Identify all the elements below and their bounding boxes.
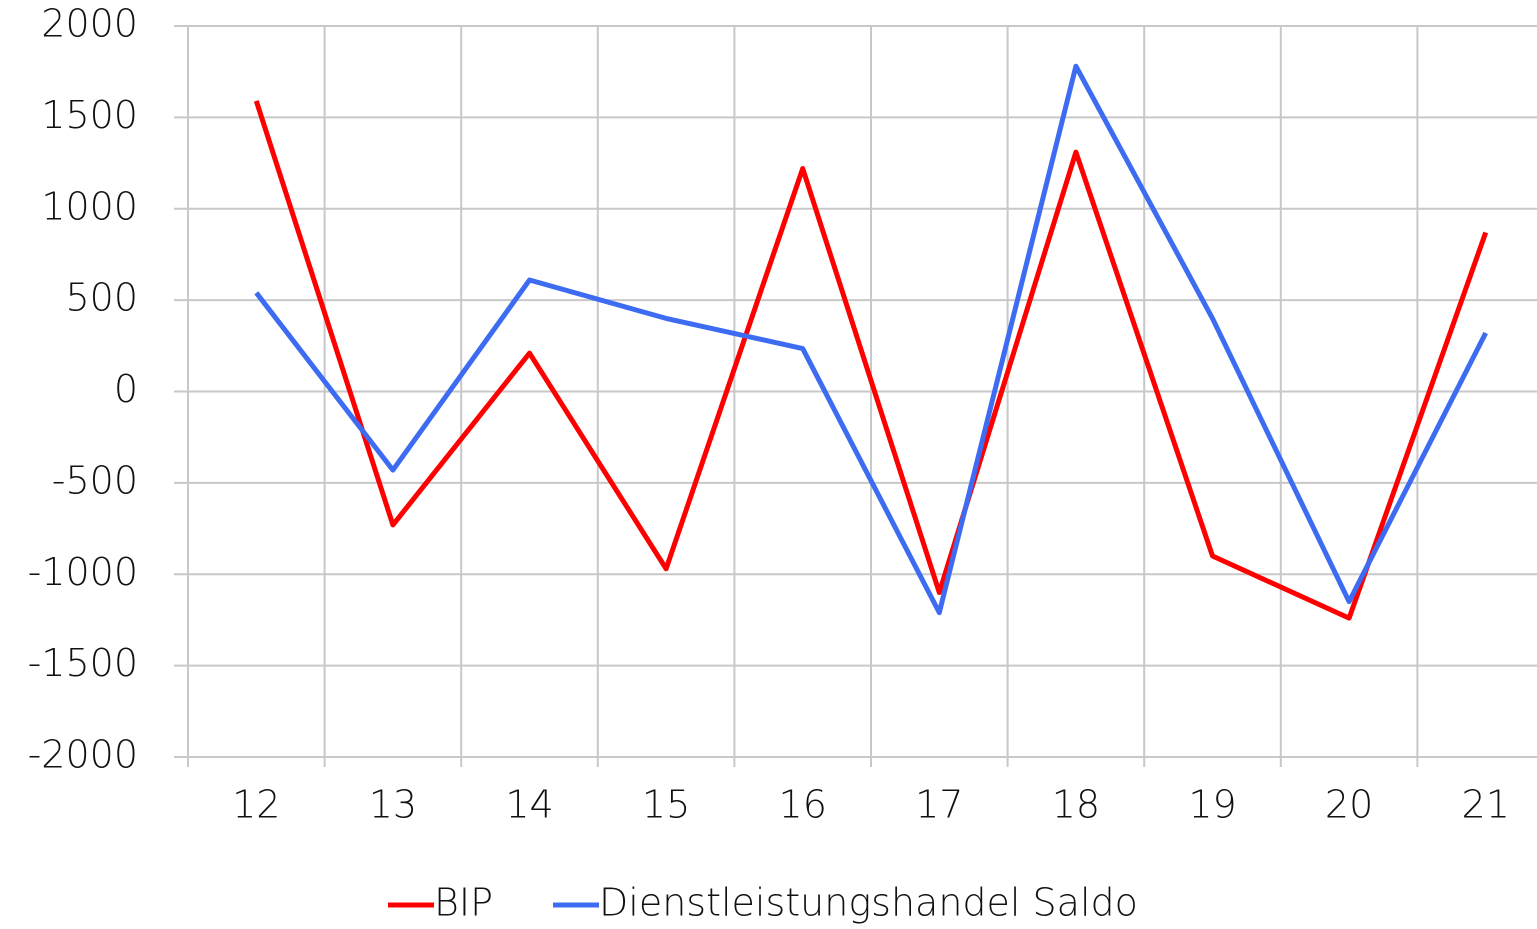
y-tick-label: -1000 bbox=[28, 550, 138, 594]
y-tick-label: -2000 bbox=[28, 733, 138, 777]
y-tick-label: -1500 bbox=[28, 641, 138, 685]
x-tick-label: 12 bbox=[232, 783, 280, 827]
x-tick-label: 18 bbox=[1052, 783, 1100, 827]
x-tick-label: 15 bbox=[642, 783, 690, 827]
x-tick-label: 17 bbox=[915, 783, 963, 827]
x-tick-label: 21 bbox=[1462, 783, 1510, 827]
y-tick-label: 1500 bbox=[41, 93, 138, 137]
y-tick-label: 500 bbox=[65, 276, 138, 320]
series-line bbox=[253, 100, 1489, 621]
x-tick-label: 13 bbox=[369, 783, 417, 827]
y-tick-label: 1000 bbox=[41, 184, 138, 228]
x-tick-label: 19 bbox=[1188, 783, 1236, 827]
y-tick-label: 0 bbox=[114, 367, 138, 411]
x-tick-label: 16 bbox=[779, 783, 827, 827]
x-tick-label: 20 bbox=[1325, 783, 1373, 827]
legend-label: Dienstleistungshandel Saldo bbox=[599, 881, 1138, 925]
series-line bbox=[254, 63, 1488, 616]
y-tick-label: 2000 bbox=[41, 2, 138, 46]
legend-label: BIP bbox=[434, 881, 493, 925]
y-tick-label: -500 bbox=[52, 458, 138, 502]
x-tick-label: 14 bbox=[505, 783, 553, 827]
